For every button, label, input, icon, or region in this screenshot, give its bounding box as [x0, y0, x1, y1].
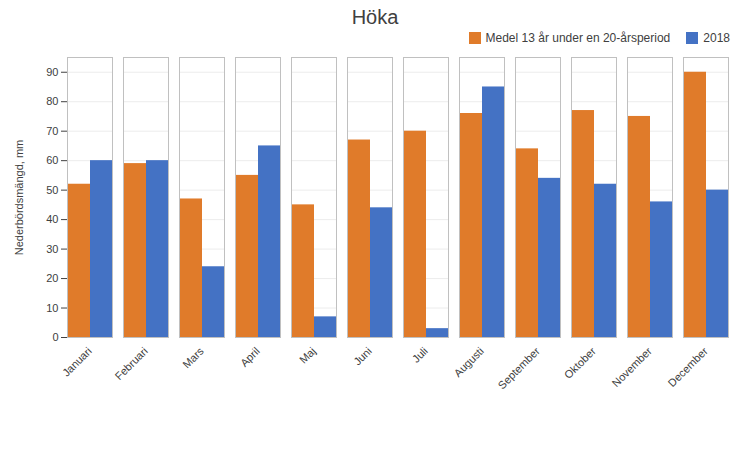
- svg-text:50: 50: [46, 184, 58, 196]
- svg-text:April: April: [238, 345, 262, 369]
- svg-text:90: 90: [46, 66, 58, 78]
- svg-text:20: 20: [46, 272, 58, 284]
- svg-text:60: 60: [46, 154, 58, 166]
- svg-text:Augusti: Augusti: [451, 345, 485, 379]
- svg-text:Oktober: Oktober: [562, 345, 598, 381]
- svg-text:Juli: Juli: [410, 345, 430, 365]
- svg-text:Mars: Mars: [180, 344, 206, 370]
- svg-text:September: September: [495, 345, 542, 392]
- svg-text:Maj: Maj: [297, 345, 318, 366]
- svg-text:0: 0: [52, 331, 58, 343]
- svg-text:10: 10: [46, 302, 58, 314]
- svg-text:December: December: [666, 345, 711, 390]
- svg-text:Juni: Juni: [351, 345, 374, 368]
- html-text:Höka: Höka: [351, 6, 399, 28]
- svg-text:Februari: Februari: [112, 345, 149, 382]
- html-text:Medel 13 år under en 20-årsper: Medel 13 år under en 20-årsperiod: [485, 31, 671, 45]
- svg-text:November: November: [610, 345, 655, 390]
- svg-text:Nederbördsmängd, mm: Nederbördsmängd, mm: [13, 140, 25, 256]
- svg-text:70: 70: [46, 125, 58, 137]
- svg-text:Januari: Januari: [60, 345, 94, 379]
- svg-text:80: 80: [46, 95, 58, 107]
- svg-text:40: 40: [46, 213, 58, 225]
- svg-text:30: 30: [46, 243, 58, 255]
- html-text:2018: 2018: [703, 31, 730, 45]
